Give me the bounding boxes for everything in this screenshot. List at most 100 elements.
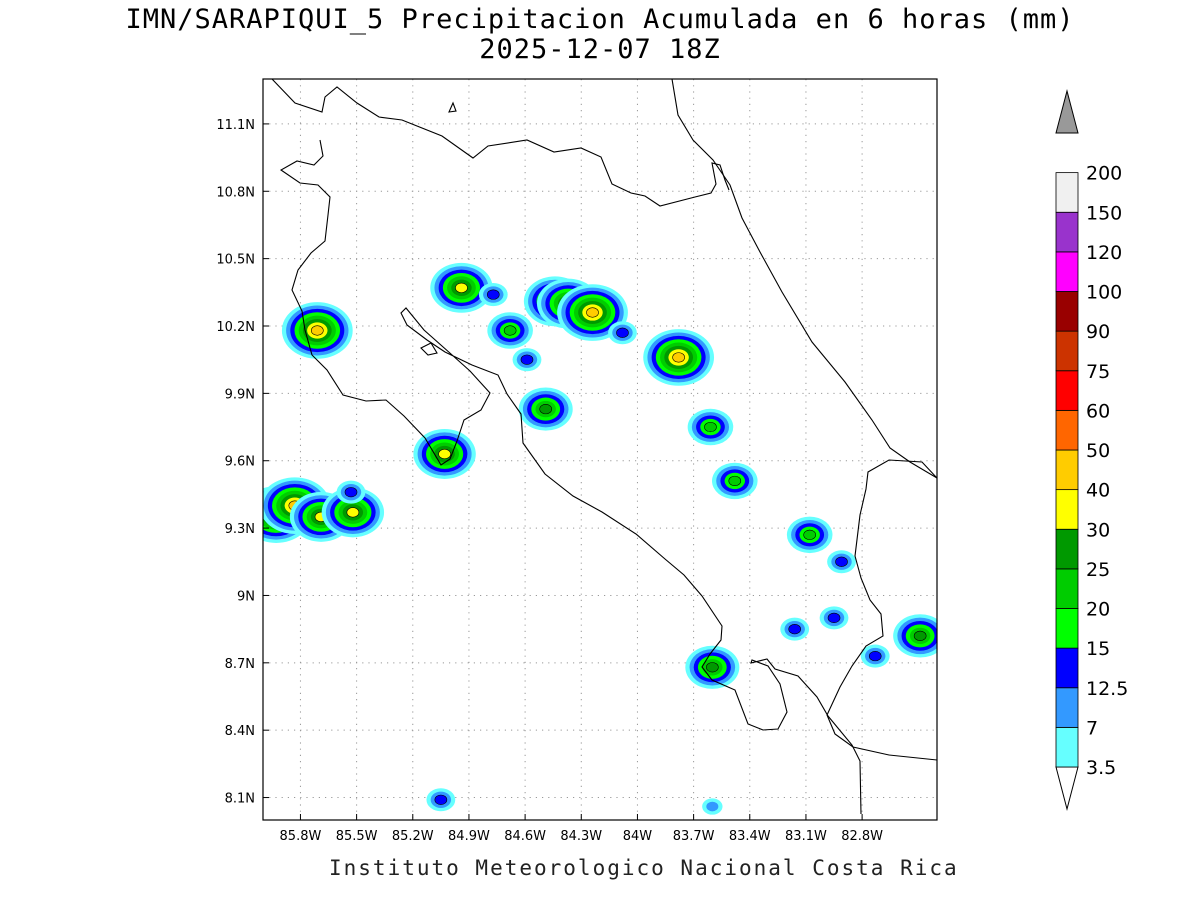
y-tick-label: 8.1N (225, 792, 255, 807)
colorbar: 3.5 7 12.5 15 20 25 30 40 50 60 75 90 100 120 150 200 (1055, 89, 1128, 811)
y-tick-label: 8.4N (225, 724, 255, 739)
footer-credit: Instituto Meteorologico Nacional Costa R… (329, 856, 959, 880)
y-tick-label: 9.6N (225, 455, 255, 470)
panama-border (826, 459, 937, 761)
plot-frame (262, 78, 938, 821)
precip-cell (478, 283, 508, 307)
precip-ring (868, 650, 882, 662)
precip-cell (512, 348, 542, 372)
precip-ring (706, 801, 719, 812)
precip-ring (503, 325, 517, 336)
x-tick-label: 84.3W (560, 829, 602, 844)
colorbar-swatch (1055, 726, 1079, 768)
y-tick-label: 9N (237, 589, 255, 604)
precip-cell (893, 614, 937, 658)
gulf-island (420, 342, 438, 356)
osa-peninsula (701, 653, 862, 815)
colorbar-low-arrow (1055, 766, 1079, 811)
precip-ring (486, 289, 500, 300)
colorbar-label: 3.5 (1086, 757, 1116, 779)
precip-ring (704, 421, 717, 433)
colorbar-label: 100 (1086, 282, 1122, 304)
x-tick-label: 82.8W (841, 829, 883, 844)
colorbar-label: 90 (1086, 321, 1110, 343)
precip-ring (672, 352, 685, 363)
x-tick-label: 85.8W (280, 829, 322, 844)
colorbar-swatch (1055, 489, 1079, 530)
y-tick-label: 11.1N (216, 118, 255, 133)
colorbar-swatch (1055, 409, 1079, 451)
colorbar-label: 150 (1086, 202, 1122, 224)
x-tick-label: 84.6W (504, 829, 546, 844)
colorbar-swatch (1055, 687, 1079, 728)
precip-cell (685, 645, 740, 689)
precip-cell (413, 429, 476, 479)
y-axis: 8.1N 8.4N 8.7N 9N 9.3N 9.6N 9.9N 10.2N 10.5N 10.8… (216, 118, 269, 807)
grid-lines (263, 79, 937, 820)
colorbar-label: 25 (1086, 559, 1110, 581)
precip-ring (539, 403, 553, 415)
colorbar-label: 50 (1086, 440, 1110, 462)
precip-cell (336, 480, 366, 504)
precip-cell (687, 408, 734, 446)
precip-cell (608, 321, 637, 345)
y-tick-label: 10.2N (216, 320, 255, 335)
x-tick-label: 83.1W (785, 829, 827, 844)
colorbar-swatch (1055, 330, 1079, 372)
colorbar-swatch (1055, 568, 1079, 609)
precip-ring (344, 487, 358, 498)
precip-cell (321, 487, 385, 538)
colorbar-label: 60 (1086, 400, 1110, 422)
precip-ring (310, 325, 324, 336)
colorbar-swatch (1055, 608, 1079, 649)
colorbar-swatch (1055, 291, 1079, 332)
precip-ring (586, 307, 599, 318)
guanacaste-coast (279, 139, 723, 655)
precip-cell (643, 329, 715, 386)
precip-cell (557, 284, 628, 341)
y-tick-label: 10.8N (216, 185, 255, 200)
y-tick-label: 9.3N (225, 522, 255, 537)
precip-ring (616, 327, 629, 338)
precip-ring (913, 630, 927, 641)
x-tick-label: 84.9W (448, 829, 490, 844)
precip-cell (702, 798, 723, 815)
colorbar-label: 200 (1086, 163, 1122, 185)
precip-cell (426, 788, 456, 812)
precip-cell (430, 262, 493, 313)
plot-area (263, 79, 937, 820)
x-tick-label: 83.4W (729, 829, 771, 844)
precip-ring (434, 794, 448, 805)
precip-cell (281, 302, 353, 359)
colorbar-label: 75 (1086, 361, 1110, 383)
precip-ring (346, 507, 360, 518)
map-title: IMN/SARAPIQUI_5 Precipitacion Acumulada … (125, 4, 1075, 35)
colorbar-swatch (1055, 449, 1079, 491)
colorbar-label: 20 (1086, 599, 1110, 621)
x-axis: 85.8W 85.5W 85.2W 84.9W 84.6W 84.3W 84W 83.7W 83… (280, 814, 883, 844)
colorbar-label: 12.5 (1086, 678, 1128, 700)
x-tick-label: 85.5W (336, 829, 378, 844)
colorbar-label: 30 (1086, 519, 1110, 541)
precip-cell (827, 550, 856, 574)
colorbar-swatch (1055, 528, 1079, 570)
colorbar-high-arrow (1055, 89, 1079, 134)
colorbar-swatch (1055, 211, 1079, 253)
colorbar-label: 120 (1086, 242, 1122, 264)
colorbar-swatch (1055, 370, 1079, 411)
colorbar-swatch (1055, 647, 1079, 689)
precip-cell (780, 617, 810, 641)
precip-ring (788, 624, 802, 635)
x-tick-label: 85.2W (392, 829, 434, 844)
precip-ring (827, 612, 841, 624)
precip-cell (860, 644, 890, 668)
precip-ring (728, 475, 742, 487)
small-island (448, 101, 457, 113)
precip-ring (835, 556, 848, 567)
colorbar-swatch (1055, 251, 1079, 292)
precip-cell (786, 516, 833, 554)
precip-ring (803, 529, 816, 540)
colorbar-swatch (1055, 172, 1079, 213)
precip-ring (438, 448, 451, 460)
